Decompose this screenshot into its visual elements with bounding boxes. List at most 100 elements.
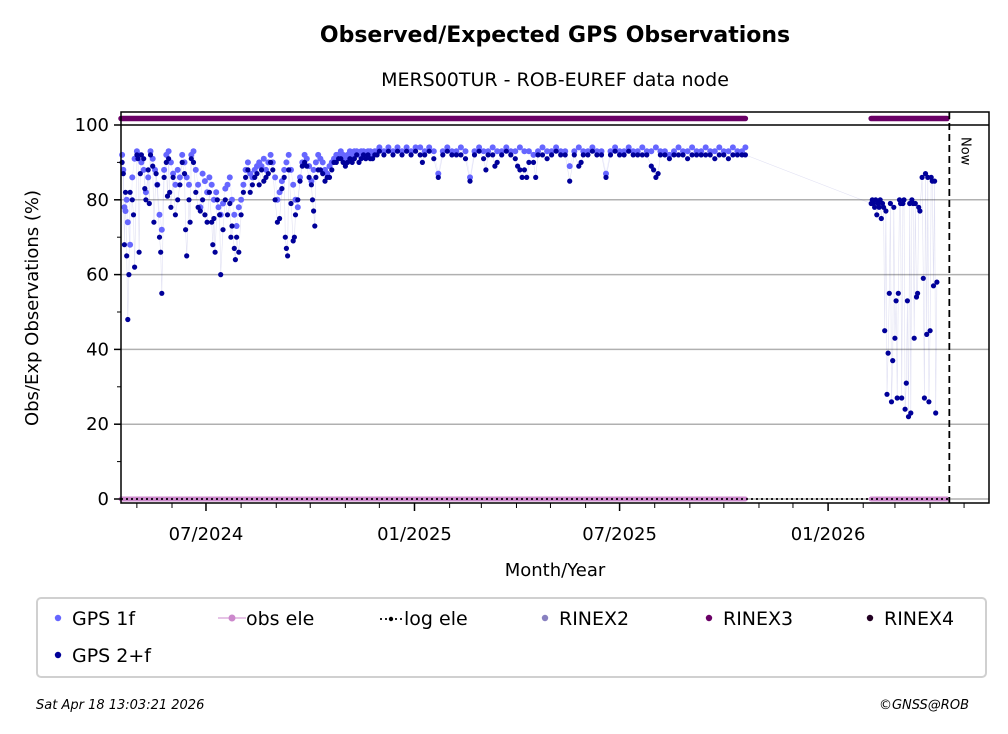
data-point — [297, 174, 303, 181]
data-point — [127, 189, 133, 195]
data-point — [548, 148, 555, 155]
legend-marker-icon — [228, 614, 236, 622]
data-point — [462, 148, 469, 155]
legend-marker-icon — [541, 614, 549, 622]
data-point — [119, 151, 126, 158]
data-point — [558, 152, 564, 158]
data-point — [725, 148, 732, 155]
data-point — [240, 181, 247, 188]
data-point — [888, 399, 895, 405]
data-point — [435, 170, 442, 177]
data-point — [689, 144, 696, 151]
data-point — [172, 212, 178, 218]
data-point — [200, 197, 206, 203]
x-tick-label: 07/2024 — [169, 524, 244, 545]
data-point — [408, 152, 414, 158]
chart-subtitle: MERS00TUR - ROB-EUREF data node — [381, 69, 729, 91]
data-point — [526, 159, 532, 165]
data-point — [390, 152, 396, 158]
data-point — [214, 197, 220, 203]
data-point — [530, 159, 537, 165]
data-point — [904, 298, 911, 304]
data-point — [519, 174, 525, 180]
data-point — [210, 242, 216, 248]
data-point — [476, 148, 482, 154]
plot-background — [121, 112, 989, 503]
data-point — [471, 148, 478, 155]
data-point — [639, 152, 645, 158]
data-point — [132, 264, 138, 270]
data-point — [494, 159, 500, 165]
data-point — [712, 156, 718, 162]
data-point — [639, 144, 646, 151]
data-point — [915, 290, 921, 296]
data-point — [533, 174, 539, 180]
data-point — [603, 174, 609, 180]
data-point — [927, 328, 933, 334]
data-point — [309, 197, 316, 203]
data-point — [252, 174, 258, 180]
data-point — [933, 410, 939, 416]
data-point — [245, 167, 251, 173]
data-point — [562, 152, 568, 158]
legend-item-obs-ele: obs ele — [218, 608, 314, 630]
data-point — [229, 223, 235, 229]
data-point — [291, 234, 297, 240]
data-point — [693, 148, 700, 155]
data-point — [666, 151, 673, 158]
data-point — [589, 144, 596, 151]
data-point — [376, 148, 382, 154]
data-point — [426, 148, 432, 154]
legend-marker-icon — [866, 614, 874, 622]
data-point — [408, 148, 415, 155]
data-point — [657, 152, 664, 158]
data-point — [535, 148, 541, 155]
data-point — [694, 152, 700, 158]
y-tick-label: 60 — [86, 265, 109, 286]
data-point — [503, 144, 510, 151]
data-point — [170, 170, 177, 177]
data-point — [256, 182, 262, 188]
data-point — [206, 174, 213, 181]
data-point — [617, 152, 623, 158]
data-point — [140, 166, 147, 173]
data-point — [431, 156, 437, 162]
data-point — [507, 148, 514, 155]
data-point — [244, 159, 251, 166]
data-point — [655, 171, 661, 177]
data-point — [222, 197, 228, 203]
grid-lines — [121, 199, 989, 500]
data-point — [195, 181, 202, 188]
data-point — [201, 178, 208, 185]
data-point — [299, 163, 305, 169]
data-point — [181, 171, 188, 177]
data-point — [277, 215, 283, 222]
data-point — [142, 186, 148, 192]
footer-copyright: ©GNSS@ROB — [879, 698, 969, 713]
data-point — [589, 148, 596, 154]
data-point — [176, 174, 183, 181]
legend-item-log-ele: log ele — [380, 608, 468, 630]
data-point — [490, 152, 496, 158]
data-point — [121, 242, 127, 248]
legend-item-rinex4: RINEX4 — [866, 608, 954, 630]
legend-marker-icon — [54, 614, 62, 622]
data-point — [685, 156, 691, 162]
data-point — [390, 148, 396, 155]
data-point — [892, 335, 898, 341]
data-point — [202, 212, 208, 218]
data-point — [720, 148, 727, 155]
data-point — [462, 156, 469, 162]
data-point — [267, 151, 274, 158]
data-point — [421, 148, 428, 155]
data-point — [247, 189, 253, 195]
data-point — [881, 204, 887, 210]
data-point — [399, 148, 405, 155]
data-point — [539, 144, 546, 151]
data-point — [123, 196, 130, 203]
data-point — [312, 223, 318, 229]
data-point — [385, 148, 391, 154]
data-point — [197, 208, 203, 214]
data-point — [381, 152, 387, 158]
